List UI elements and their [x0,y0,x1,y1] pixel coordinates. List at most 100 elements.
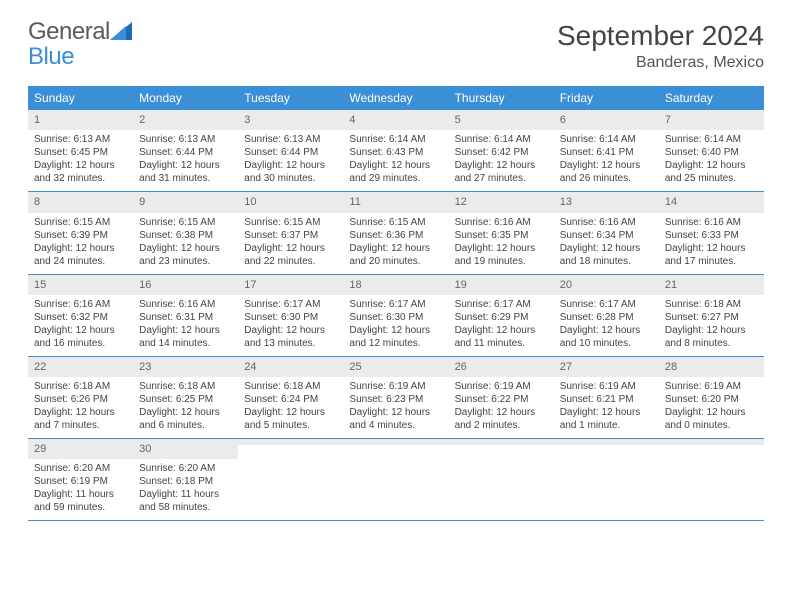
day-number: 4 [343,110,448,130]
daylight-text: Daylight: 12 hours and 23 minutes. [139,242,232,268]
sunset-text: Sunset: 6:36 PM [349,229,442,242]
day-cell: 5Sunrise: 6:14 AMSunset: 6:42 PMDaylight… [449,110,554,192]
sunset-text: Sunset: 6:31 PM [139,311,232,324]
day-number: 17 [238,275,343,295]
sunrise-text: Sunrise: 6:19 AM [349,380,442,393]
day-number: 21 [659,275,764,295]
day-number: 8 [28,192,133,212]
col-mon: Monday [133,86,238,110]
day-cell: 6Sunrise: 6:14 AMSunset: 6:41 PMDaylight… [554,110,659,192]
calendar-body: 1Sunrise: 6:13 AMSunset: 6:45 PMDaylight… [28,110,764,521]
daylight-text: Daylight: 12 hours and 24 minutes. [34,242,127,268]
day-number: 6 [554,110,659,130]
sunset-text: Sunset: 6:30 PM [349,311,442,324]
day-number: 24 [238,357,343,377]
sunrise-text: Sunrise: 6:17 AM [455,298,548,311]
day-cell: 3 Sunrise: 6:13 AMSunset: 6:44 PMDaylight… [238,110,343,192]
day-number: 28 [659,357,764,377]
col-sat: Saturday [659,86,764,110]
day-number: 15 [28,275,133,295]
day-number: 3 [238,110,343,130]
sunrise-text: Sunrise: 6:14 AM [665,133,758,146]
day-cell: 26Sunrise: 6:19 AMSunset: 6:22 PMDayligh… [449,356,554,438]
sail-icon [110,21,132,45]
sunset-text: Sunset: 6:25 PM [139,393,232,406]
sunrise-text: Sunrise: 6:17 AM [244,298,337,311]
day-cell: 11Sunrise: 6:15 AMSunset: 6:36 PMDayligh… [343,192,448,274]
day-cell: 20Sunrise: 6:17 AMSunset: 6:28 PMDayligh… [554,274,659,356]
weekday-header-row: Sunday Monday Tuesday Wednesday Thursday… [28,86,764,110]
sunset-text: Sunset: 6:18 PM [139,475,232,488]
sunset-text: Sunset: 6:23 PM [349,393,442,406]
daylight-text: Daylight: 12 hours and 32 minutes. [34,159,127,185]
sunset-text: Sunset: 6:19 PM [34,475,127,488]
col-sun: Sunday [28,86,133,110]
day-cell-empty [343,439,448,521]
day-number: 23 [133,357,238,377]
sunset-text: Sunset: 6:42 PM [455,146,548,159]
day-number: 5 [449,110,554,130]
daylight-text: Daylight: 12 hours and 5 minutes. [244,406,337,432]
daylight-text: Daylight: 12 hours and 10 minutes. [560,324,653,350]
day-cell: 27Sunrise: 6:19 AMSunset: 6:21 PMDayligh… [554,356,659,438]
daylight-text: Daylight: 12 hours and 30 minutes. [244,159,337,185]
sunrise-text: Sunrise: 6:16 AM [34,298,127,311]
page-title: September 2024 [557,20,764,52]
sunrise-text: Sunrise: 6:18 AM [244,380,337,393]
daylight-text: Daylight: 12 hours and 31 minutes. [139,159,232,185]
daylight-text: Daylight: 12 hours and 0 minutes. [665,406,758,432]
sunset-text: Sunset: 6:28 PM [560,311,653,324]
daylight-text: Daylight: 12 hours and 8 minutes. [665,324,758,350]
day-number: 2 [133,110,238,130]
day-cell: 16Sunrise: 6:16 AMSunset: 6:31 PMDayligh… [133,274,238,356]
sunrise-text: Sunrise: 6:16 AM [665,216,758,229]
sunset-text: Sunset: 6:26 PM [34,393,127,406]
sunrise-text: Sunrise: 6:16 AM [455,216,548,229]
calendar-table: Sunday Monday Tuesday Wednesday Thursday… [28,86,764,521]
day-cell-empty [659,439,764,521]
day-number: 12 [449,192,554,212]
day-number: 18 [343,275,448,295]
sunset-text: Sunset: 6:35 PM [455,229,548,242]
day-cell: 7Sunrise: 6:14 AMSunset: 6:40 PMDaylight… [659,110,764,192]
daylight-text: Daylight: 12 hours and 19 minutes. [455,242,548,268]
daylight-text: Daylight: 12 hours and 6 minutes. [139,406,232,432]
sunset-text: Sunset: 6:41 PM [560,146,653,159]
daylight-text: Daylight: 12 hours and 20 minutes. [349,242,442,268]
daylight-text: Daylight: 12 hours and 1 minute. [560,406,653,432]
day-number: 27 [554,357,659,377]
daylight-text: Daylight: 12 hours and 27 minutes. [455,159,548,185]
brand-word2: Blue [28,43,74,70]
sunrise-text: Sunrise: 6:13 AM [139,133,232,146]
day-number: 29 [28,439,133,459]
sunset-text: Sunset: 6:44 PM [244,146,337,159]
daylight-text: Daylight: 12 hours and 14 minutes. [139,324,232,350]
sunset-text: Sunset: 6:43 PM [349,146,442,159]
sunrise-text: Sunrise: 6:15 AM [34,216,127,229]
daylight-text: Daylight: 12 hours and 18 minutes. [560,242,653,268]
day-number: 30 [133,439,238,459]
brand-logo: General Blue [28,20,132,69]
sunrise-text: Sunrise: 6:13 AM [244,133,337,146]
day-number: 25 [343,357,448,377]
sunset-text: Sunset: 6:45 PM [34,146,127,159]
sunset-text: Sunset: 6:29 PM [455,311,548,324]
day-cell: 29Sunrise: 6:20 AMSunset: 6:19 PMDayligh… [28,439,133,521]
brand-text: General Blue [28,20,132,69]
header: General Blue September 2024 Banderas, Me… [28,20,764,72]
sunrise-text: Sunrise: 6:20 AM [139,462,232,475]
sunrise-text: Sunrise: 6:18 AM [34,380,127,393]
sunset-text: Sunset: 6:21 PM [560,393,653,406]
sunrise-text: Sunrise: 6:13 AM [34,133,127,146]
day-cell: 30Sunrise: 6:20 AMSunset: 6:18 PMDayligh… [133,439,238,521]
day-cell: 18Sunrise: 6:17 AMSunset: 6:30 PMDayligh… [343,274,448,356]
day-cell-empty [449,439,554,521]
day-number: 10 [238,192,343,212]
day-cell: 2Sunrise: 6:13 AMSunset: 6:44 PMDaylight… [133,110,238,192]
day-number: 9 [133,192,238,212]
day-cell: 21Sunrise: 6:18 AMSunset: 6:27 PMDayligh… [659,274,764,356]
sunset-text: Sunset: 6:20 PM [665,393,758,406]
sunrise-text: Sunrise: 6:16 AM [139,298,232,311]
daylight-text: Daylight: 12 hours and 13 minutes. [244,324,337,350]
location-label: Banderas, Mexico [557,54,764,72]
